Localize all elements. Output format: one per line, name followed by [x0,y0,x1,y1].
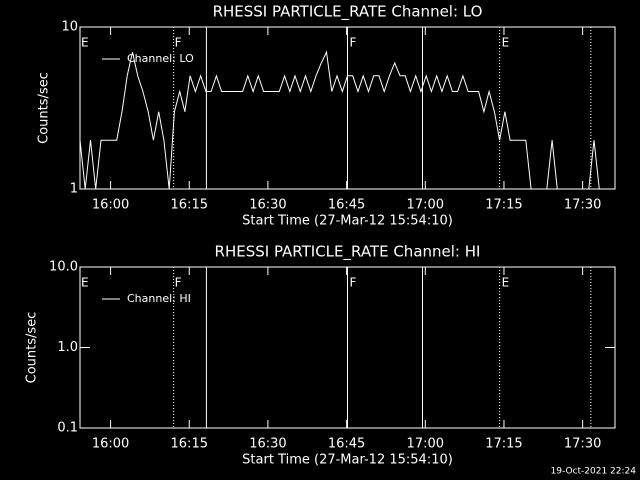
x-tick-label: 17:15 [485,198,522,213]
y-axis-label: Counts/sec [37,72,52,144]
x-tick-label: 16:30 [249,198,286,213]
chart-title: RHESSI PARTICLE_RATE Channel: LO [213,3,483,22]
y-tick-label: 0.1 [57,421,78,436]
event-label: F [350,36,357,50]
event-label: F [175,36,182,50]
event-label: F [350,276,357,290]
event-label: E [502,276,510,290]
event-label: E [81,36,89,50]
data-line [79,50,610,190]
x-tick-label: 16:15 [171,437,208,452]
x-tick-label: 16:30 [249,437,286,452]
x-tick-label: 17:00 [407,198,444,213]
legend-label: Channel: LO [127,52,194,65]
y-tick-label: 10.0 [49,260,78,275]
x-axis-label: Start Time (27-Mar-12 15:54:10) [242,214,453,229]
x-tick-label: 17:15 [485,437,522,452]
x-tick-label: 16:00 [92,198,129,213]
x-tick-label: 16:45 [328,437,365,452]
x-tick-label: 17:00 [407,437,444,452]
x-axis-label: Start Time (27-Mar-12 15:54:10) [242,453,453,468]
y-tick-label: 1 [70,182,78,197]
event-label: F [175,276,182,290]
chart-title: RHESSI PARTICLE_RATE Channel: HI [215,243,481,262]
event-label: E [81,276,89,290]
x-tick-label: 16:15 [171,198,208,213]
y-tick-label: 1.0 [57,340,78,355]
x-tick-label: 17:30 [564,437,601,452]
x-tick-label: 16:45 [328,198,365,213]
y-axis-label: Counts/sec [25,312,40,384]
y-tick-label: 10 [61,20,78,35]
event-label: E [502,36,510,50]
legend-label: Channel: HI [127,292,191,305]
x-tick-label: 17:30 [564,198,601,213]
timestamp: 19-Oct-2021 22:24 [551,467,637,477]
x-tick-label: 16:00 [92,437,129,452]
